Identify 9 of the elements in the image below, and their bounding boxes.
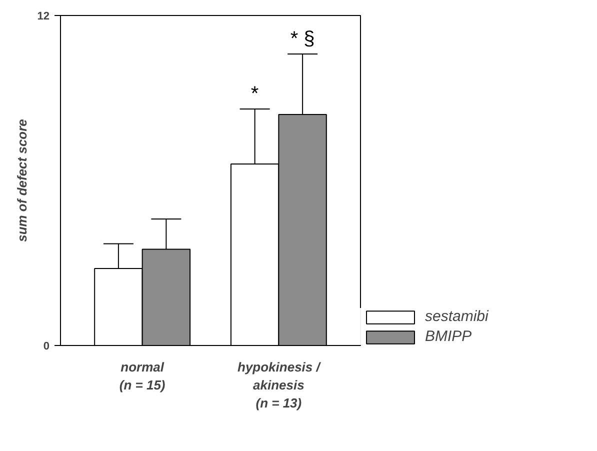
y-tick-label: 0 — [43, 340, 50, 352]
legend-label: sestamibi — [425, 308, 488, 325]
x-tick-label: normal (n = 15) — [119, 360, 166, 392]
y-axis-title: sum of defect score — [14, 119, 30, 242]
x-tick-label: hypokinesis / akinesis (n = 13) — [238, 360, 322, 410]
annotation: * § — [290, 28, 315, 50]
annotation: * — [250, 83, 259, 105]
y-tick-label: 12 — [37, 10, 50, 22]
legend-label: BMIPP — [425, 328, 472, 345]
